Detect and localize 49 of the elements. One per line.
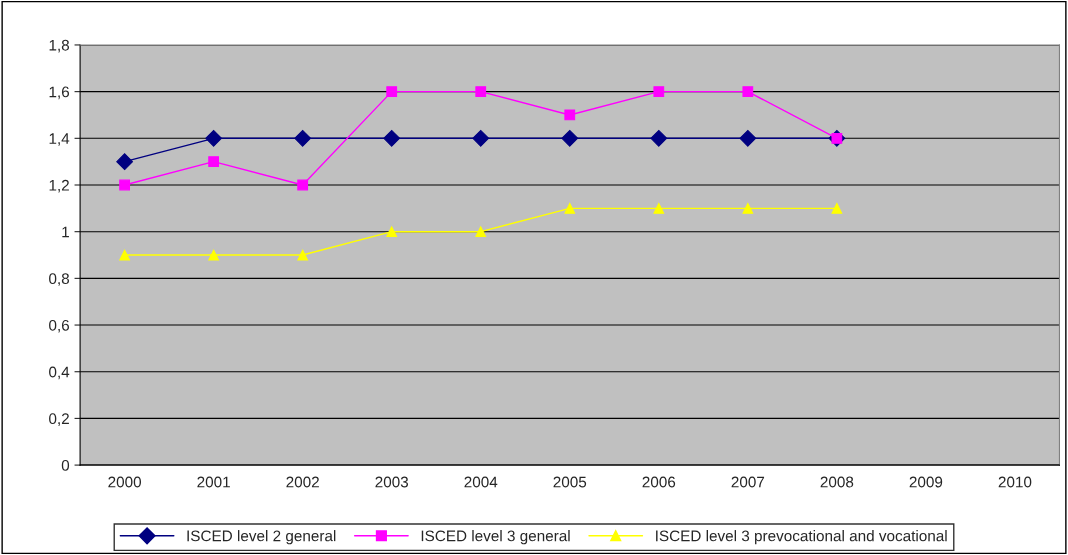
point	[564, 202, 576, 214]
x-tick-label: 2010	[998, 476, 1032, 488]
x-tick-label: 2002	[286, 476, 319, 488]
point	[739, 129, 757, 147]
y-tick-label: 1,4	[49, 133, 70, 146]
x-tick-label: 2005	[553, 476, 587, 488]
point	[653, 202, 665, 214]
point	[650, 129, 668, 147]
y-tick-label: 0,2	[49, 413, 69, 426]
point	[294, 129, 312, 147]
point	[119, 179, 130, 191]
point	[116, 153, 133, 171]
x-tick-label: 2003	[375, 476, 409, 488]
point	[472, 129, 490, 147]
point	[742, 86, 754, 98]
y-tick-label: 0,8	[49, 273, 70, 286]
y-tick-label: 1	[62, 226, 69, 238]
y-tick-label: 0,6	[49, 319, 70, 333]
point	[831, 202, 843, 214]
point	[297, 179, 309, 191]
point	[386, 86, 398, 98]
x-tick-label: 2009	[909, 476, 943, 488]
x-tick-label: 2008	[820, 476, 854, 488]
legend-label: ISCED level 3 prevocational and vocational	[656, 530, 947, 545]
point	[119, 249, 130, 261]
point	[653, 86, 665, 98]
point	[475, 226, 487, 238]
point	[383, 129, 401, 147]
x-tick-label: 2004	[464, 476, 498, 488]
point	[205, 129, 223, 147]
point	[297, 249, 309, 261]
y-tick-label: 0,4	[49, 366, 70, 380]
point	[742, 202, 754, 214]
x-tick-label: 2001	[197, 476, 230, 488]
y-tick-label: 0	[61, 459, 70, 471]
x-tick-label: 2006	[642, 476, 676, 488]
y-tick-label: 1,6	[49, 86, 70, 100]
y-tick-label: 1,8	[49, 39, 70, 53]
x-tick-label: 2000	[108, 476, 142, 488]
x-tick-label: 2007	[731, 476, 765, 488]
point	[386, 226, 398, 238]
point	[475, 86, 487, 98]
point	[561, 129, 579, 147]
legend-label: ISCED level 3 general	[421, 530, 570, 545]
y-tick-label: 1,2	[49, 179, 69, 193]
point	[208, 156, 220, 168]
legend-label: ISCED level 2 general	[187, 530, 336, 545]
point	[564, 109, 576, 121]
point	[208, 249, 220, 261]
